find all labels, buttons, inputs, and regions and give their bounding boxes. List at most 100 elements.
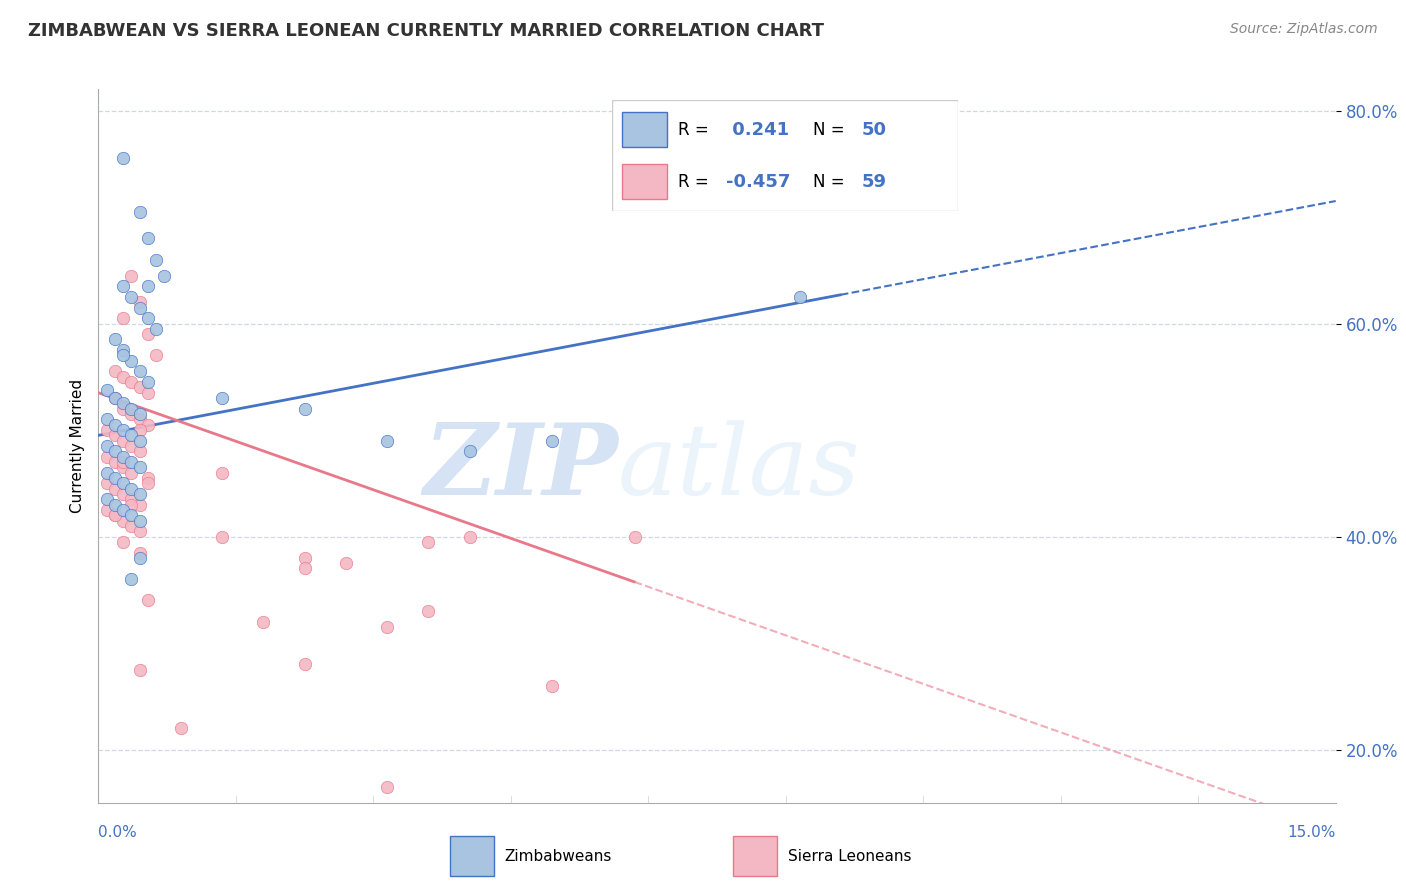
Point xyxy=(112,503,135,517)
Point xyxy=(120,401,142,416)
Point xyxy=(623,529,645,543)
Point xyxy=(136,327,159,342)
Point xyxy=(112,369,135,384)
Point xyxy=(112,476,135,491)
Point xyxy=(252,615,274,629)
Y-axis label: Currently Married: Currently Married xyxy=(69,379,84,513)
Point xyxy=(128,487,150,501)
Point xyxy=(375,780,398,794)
Point xyxy=(128,514,150,528)
Point xyxy=(294,657,316,672)
Point xyxy=(136,476,159,491)
Point xyxy=(211,529,233,543)
Point xyxy=(128,380,150,394)
Text: 0.0%: 0.0% xyxy=(98,825,138,840)
Point xyxy=(136,231,159,245)
Point xyxy=(96,466,118,480)
Point xyxy=(104,428,127,442)
Point xyxy=(136,311,159,326)
Point xyxy=(112,450,135,464)
Point xyxy=(418,534,440,549)
Text: atlas: atlas xyxy=(619,420,860,515)
Point xyxy=(120,353,142,368)
Point xyxy=(294,561,316,575)
Point xyxy=(128,301,150,315)
Point xyxy=(96,423,118,437)
Point xyxy=(120,482,142,496)
Point xyxy=(128,663,150,677)
Point xyxy=(211,391,233,405)
Point xyxy=(128,524,150,539)
Point xyxy=(104,498,127,512)
Point xyxy=(120,375,142,389)
Point xyxy=(112,460,135,475)
Point xyxy=(128,407,150,421)
Point xyxy=(136,279,159,293)
Text: 15.0%: 15.0% xyxy=(1288,825,1336,840)
Point xyxy=(128,364,150,378)
Point xyxy=(112,514,135,528)
Point xyxy=(120,439,142,453)
Text: ZIMBABWEAN VS SIERRA LEONEAN CURRENTLY MARRIED CORRELATION CHART: ZIMBABWEAN VS SIERRA LEONEAN CURRENTLY M… xyxy=(28,22,824,40)
Point xyxy=(128,545,150,559)
Point xyxy=(128,295,150,310)
Point xyxy=(104,482,127,496)
Point xyxy=(789,290,811,304)
Point xyxy=(120,519,142,533)
Point xyxy=(120,572,142,586)
Point xyxy=(112,487,135,501)
Point xyxy=(128,204,150,219)
Text: ZIP: ZIP xyxy=(423,419,619,516)
Point xyxy=(120,407,142,421)
Point xyxy=(128,498,150,512)
Point xyxy=(112,349,135,363)
Point xyxy=(120,492,142,507)
Point xyxy=(375,620,398,634)
Point xyxy=(120,508,142,523)
Point xyxy=(96,476,118,491)
Point xyxy=(104,391,127,405)
Point xyxy=(145,349,167,363)
Point xyxy=(541,679,564,693)
Point xyxy=(145,322,167,336)
Point xyxy=(294,401,316,416)
Point xyxy=(120,428,142,442)
Point xyxy=(128,444,150,458)
Point xyxy=(112,279,135,293)
Point xyxy=(541,434,564,448)
Text: Source: ZipAtlas.com: Source: ZipAtlas.com xyxy=(1230,22,1378,37)
Point xyxy=(128,460,150,475)
Point xyxy=(120,466,142,480)
Point xyxy=(104,455,127,469)
Point xyxy=(112,401,135,416)
Point xyxy=(136,375,159,389)
Point xyxy=(120,455,142,469)
Point xyxy=(112,434,135,448)
Point xyxy=(120,498,142,512)
Point xyxy=(104,508,127,523)
Point xyxy=(104,417,127,432)
Point xyxy=(418,604,440,618)
Point xyxy=(112,534,135,549)
Point xyxy=(120,268,142,283)
Point xyxy=(96,412,118,426)
Point xyxy=(96,503,118,517)
Point xyxy=(104,364,127,378)
Point xyxy=(145,252,167,267)
Point xyxy=(112,423,135,437)
Point xyxy=(128,434,150,448)
Point xyxy=(112,152,135,166)
Point xyxy=(458,444,481,458)
Point xyxy=(104,471,127,485)
Point xyxy=(96,383,118,397)
Point xyxy=(153,268,176,283)
Point xyxy=(335,556,357,570)
Point xyxy=(128,550,150,565)
Point xyxy=(136,593,159,607)
Point xyxy=(104,333,127,347)
Point xyxy=(128,423,150,437)
Point xyxy=(96,439,118,453)
Point xyxy=(96,492,118,507)
Point xyxy=(136,417,159,432)
Point xyxy=(294,550,316,565)
